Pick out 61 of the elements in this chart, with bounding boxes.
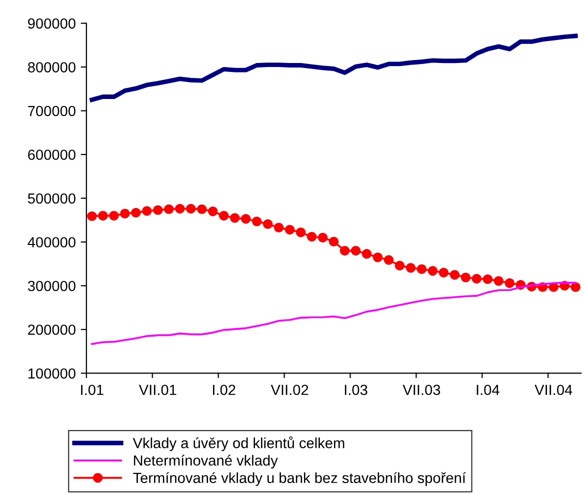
y-tick-label: 800000 [28,62,76,72]
legend-label: Netermínované vklady [134,454,278,469]
line-series [90,34,578,102]
x-tick-label: I.02 [213,384,236,396]
point [504,278,514,288]
y-tick-label: 100000 [28,368,76,379]
point [109,210,119,221]
point [438,268,449,278]
point [472,274,482,284]
point [262,219,273,229]
point [416,264,427,274]
point [494,276,504,286]
point [240,214,251,224]
x-tick-label: I.01 [81,384,104,396]
y-tick-label: 300000 [28,280,76,292]
y-tick-label: 900000 [28,18,76,29]
x-tick-label: VII.02 [270,384,308,396]
x-tick-label: VII.01 [138,384,176,396]
x-tick-label: I.03 [344,384,368,396]
legend-label: Vklady a úvěry od klientů celkem [132,436,344,452]
point [230,213,240,223]
point [394,260,405,270]
point [406,262,416,273]
x-tick-label: VII.03 [402,384,440,396]
y-tick-label: 500000 [28,193,76,204]
y-tick-label: 200000 [28,324,76,335]
point [142,206,152,216]
point [450,270,460,280]
legend-label: Termínované vklady u bank bez stavebního spoření [133,472,466,486]
point [284,224,295,235]
point [372,252,383,262]
point [164,204,174,214]
point [196,204,207,214]
point [482,274,493,284]
y-tick-label: 600000 [28,150,76,160]
point [131,208,141,218]
y-tick-label: 400000 [28,237,76,248]
point [428,266,438,276]
x-tick-label: VII.04 [534,384,572,396]
point [328,236,339,246]
x-tick-label: I.04 [476,384,500,396]
point [274,222,284,232]
point [120,208,130,218]
point [153,205,163,215]
point [350,246,361,256]
point [570,282,580,292]
point [318,232,328,242]
point [186,204,196,214]
point [252,216,262,226]
point [208,206,218,216]
point [306,232,317,242]
point [175,204,185,214]
point [87,211,97,222]
point [218,210,229,221]
point [362,248,372,259]
y-tick-label: 700000 [28,106,76,116]
point [296,228,306,238]
point [460,272,471,282]
point [98,210,108,221]
point [384,255,394,265]
point [340,246,350,256]
